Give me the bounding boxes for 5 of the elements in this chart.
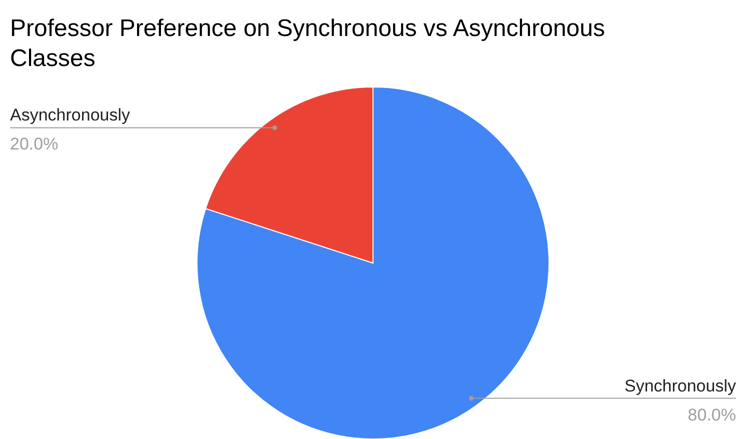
data-label: 20.0% xyxy=(10,134,58,154)
chart-title: Professor Preference on Synchronous vs Asynchronous Classes xyxy=(10,15,605,72)
data-label: 80.0% xyxy=(688,405,736,424)
slice-label: Synchronously xyxy=(624,376,736,396)
slice-label: Asynchronously xyxy=(10,106,131,125)
